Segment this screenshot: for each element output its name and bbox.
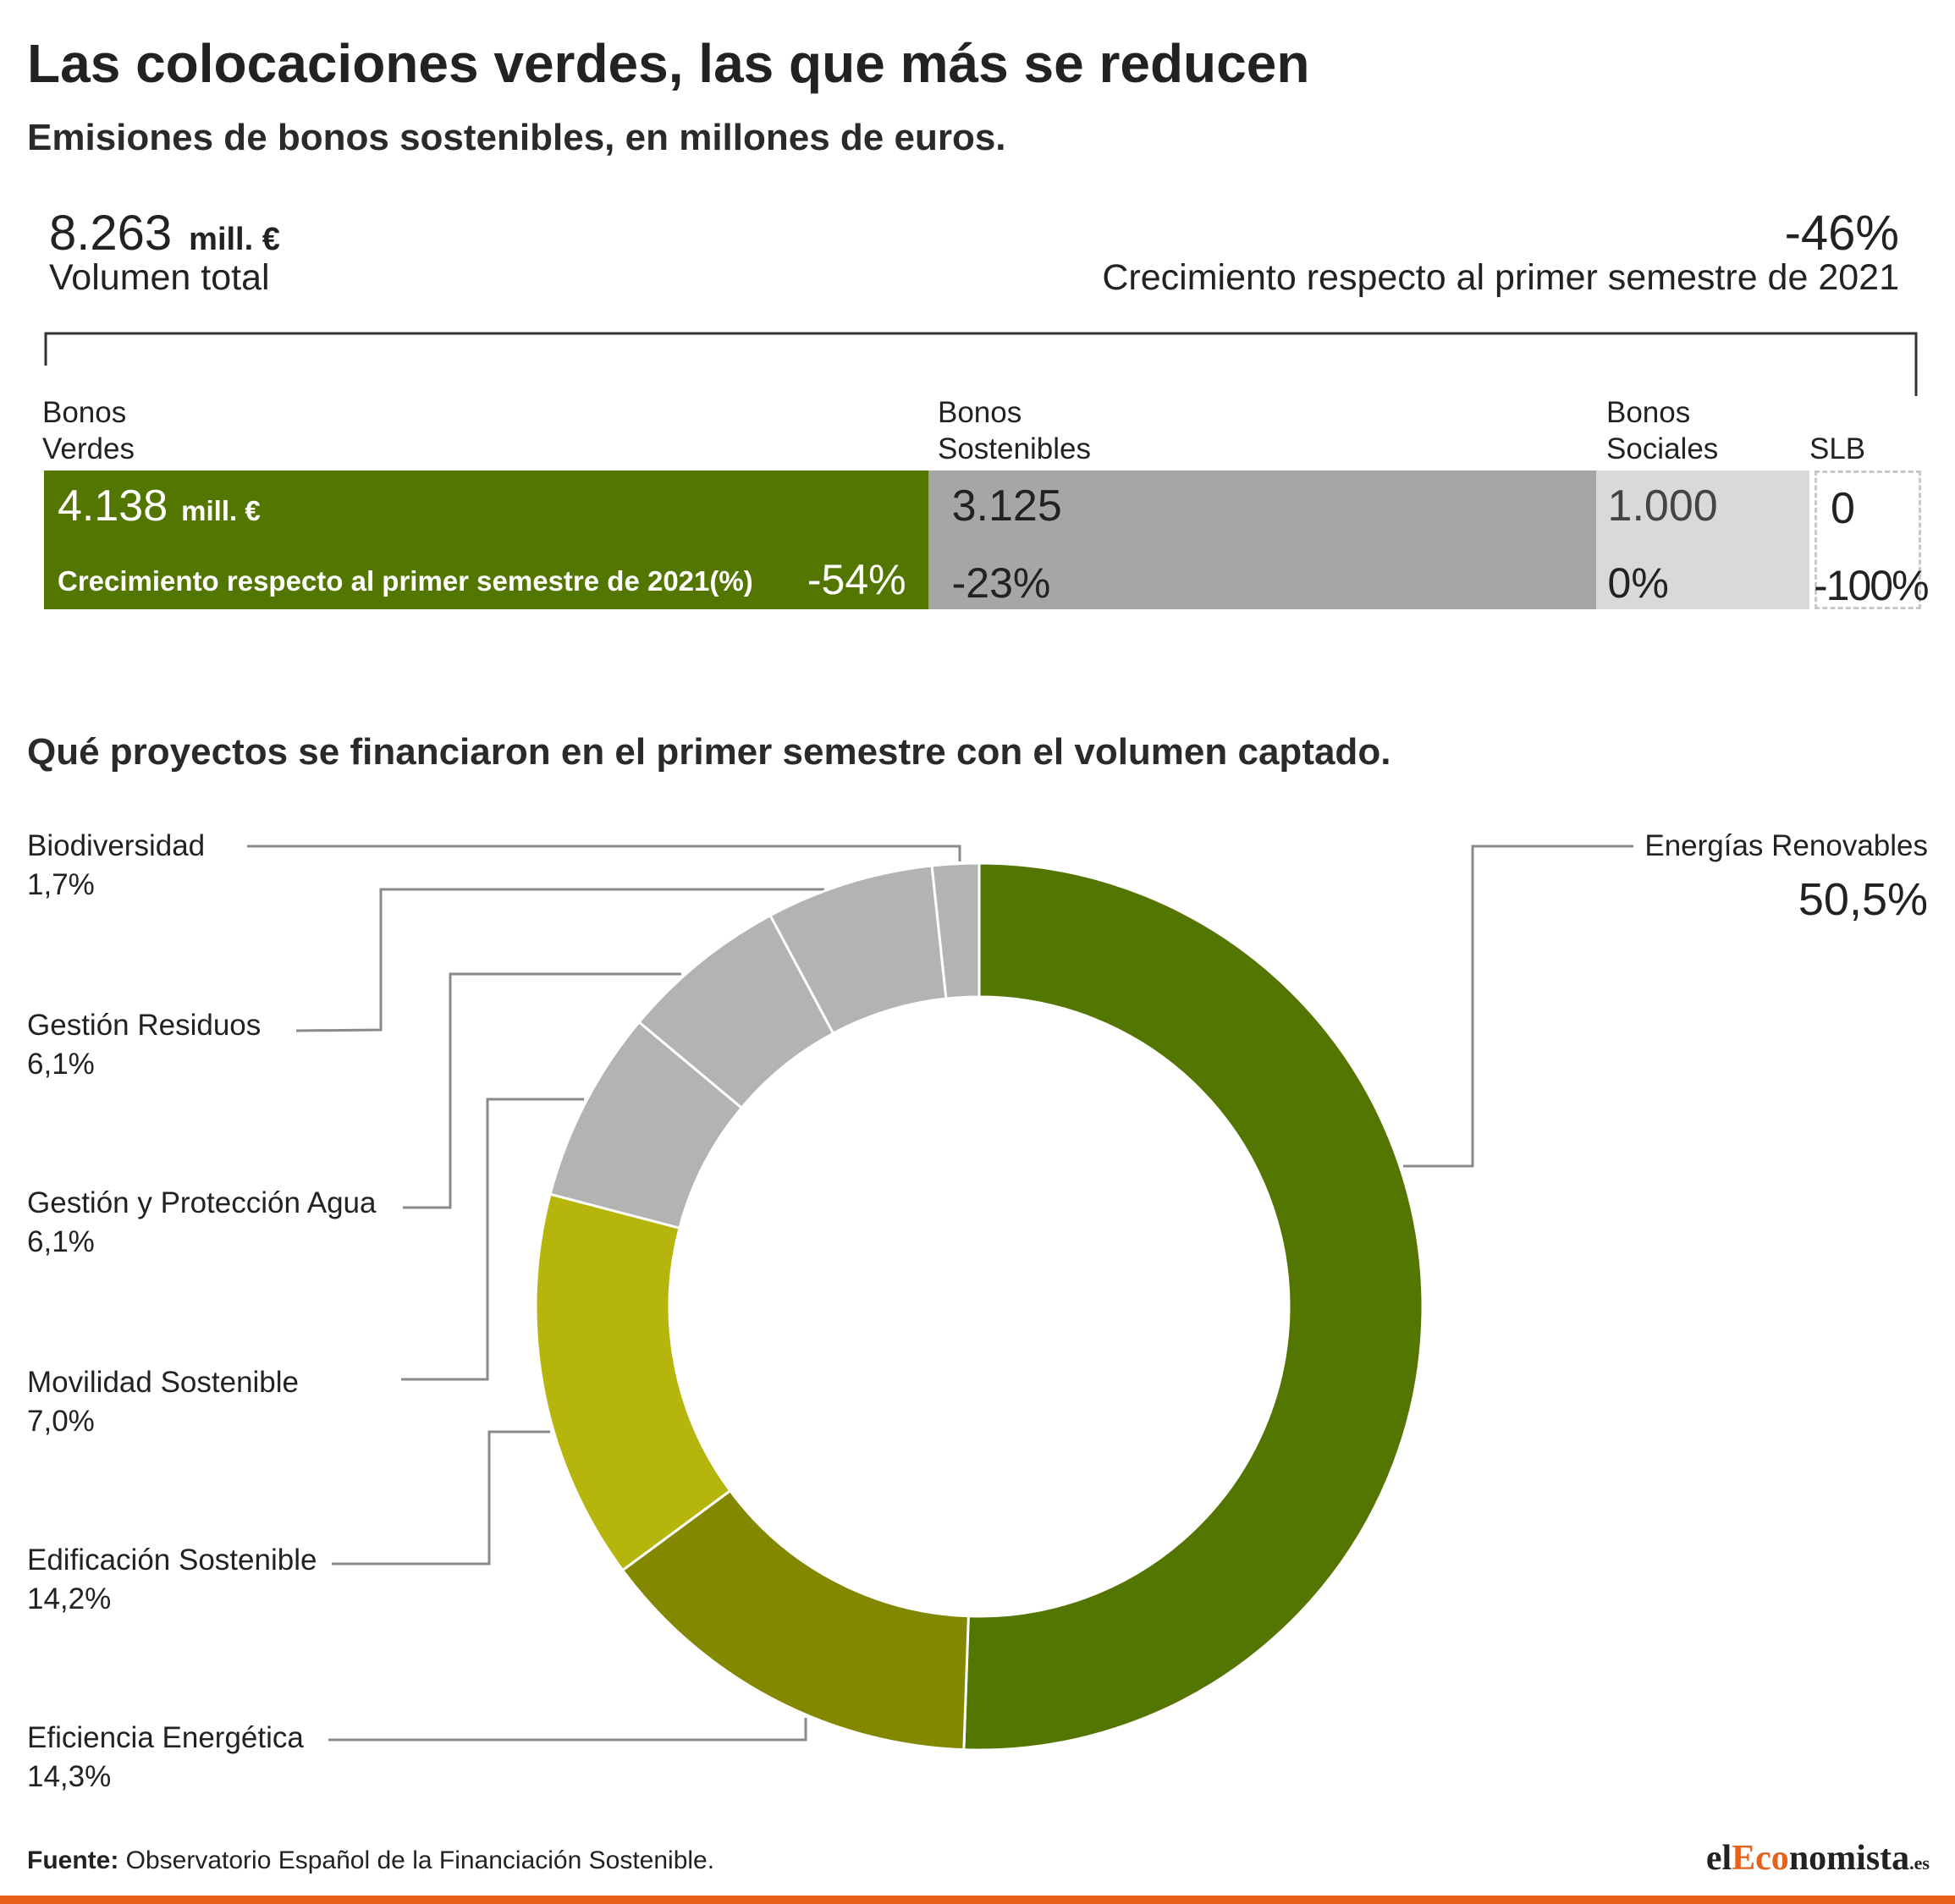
label-bonos-sostenibles: Bonos Sostenibles — [938, 396, 1091, 465]
brand-logo: elEconomista.es — [1705, 1839, 1930, 1878]
leader-line-biodiversidad — [247, 845, 961, 861]
label-bonos-verdes: Bonos Verdes — [42, 396, 135, 465]
total-volume-value: 8.263 mill. € — [49, 205, 280, 261]
source-label: Fuente: — [27, 1846, 119, 1874]
source-text: Observatorio Español de la Financiación … — [118, 1846, 715, 1874]
donut-slice-biodiversidad — [930, 861, 981, 1000]
chart-subtitle: Emisiones de bonos sostenibles, en millo… — [27, 117, 1006, 158]
donut-label-edificacion-sostenible: Edificación Sostenible — [27, 1544, 317, 1577]
leader-line-eficiencia — [328, 1718, 807, 1742]
segment-growth-caption: Crecimiento respecto al primer semestre … — [58, 565, 753, 597]
segment-growth: -23% — [951, 559, 1051, 607]
donut-value-edificacion-sostenible: 14,2% — [27, 1582, 112, 1615]
donut-label-gestion-agua: Gestión y Protección Agua — [27, 1186, 377, 1219]
segment-value: 4.138 — [58, 482, 168, 531]
donut-value-gestion-agua: 6,1% — [27, 1225, 95, 1258]
donut-value-biodiversidad: 1,7% — [27, 868, 95, 901]
donut-label-energias-renovables: Energías Renovables — [1644, 829, 1928, 862]
donut-label-gestion-residuos: Gestión Residuos — [27, 1009, 262, 1042]
bar-segment-slb: 0 -100% — [1814, 470, 1930, 609]
segment-growth: -100% — [1814, 562, 1930, 609]
bar-segment-bonos-verdes: 4.138 mill. € Crecimiento respecto al pri… — [44, 470, 928, 609]
label-bonos-sociales: Bonos Sociales — [1606, 396, 1719, 465]
donut-value-energias-renovables: 50,5% — [1798, 874, 1928, 925]
donut-value-gestion-residuos: 6,1% — [27, 1048, 95, 1081]
bottom-accent-bar — [0, 1896, 1955, 1904]
projects-title: Qué proyectos se financiaron en el prime… — [27, 731, 1391, 773]
donut-value-movilidad-sostenible: 7,0% — [27, 1405, 95, 1438]
donut-slice-energias-renovables — [962, 861, 1424, 1752]
source-note: Fuente: Observatorio Español de la Finan… — [27, 1846, 714, 1875]
total-bracket — [44, 332, 1918, 396]
total-growth-value: -46% — [1784, 206, 1899, 261]
total-volume-number: 8.263 — [49, 206, 173, 261]
segment-value: 3.125 — [951, 482, 1062, 531]
donut-label-eficiencia-energetica: Eficiencia Energética — [27, 1721, 304, 1754]
leader-line-energias — [1403, 845, 1633, 1168]
segment-unit: mill. € — [181, 495, 261, 526]
leader-line-movilidad — [401, 1098, 584, 1381]
donut-value-eficiencia-energetica: 14,3% — [27, 1760, 112, 1793]
label-slb: SLB — [1809, 432, 1866, 465]
segment-growth: 0% — [1607, 559, 1669, 607]
segment-value: 0 — [1831, 484, 1855, 533]
segment-growth: -54% — [807, 556, 906, 603]
donut-slice-edificacion-sostenible — [534, 1192, 732, 1572]
bar-segment-bonos-sociales: 1.000 0% — [1595, 470, 1809, 609]
leader-line-edificacion — [332, 1430, 550, 1566]
leader-line-residuos — [295, 888, 824, 1032]
donut-label-biodiversidad: Biodiversidad — [27, 829, 206, 862]
segment-value: 1.000 — [1607, 482, 1718, 531]
chart-title: Las colocaciones verdes, las que más se … — [27, 33, 1310, 94]
total-volume-label: Volumen total — [49, 257, 270, 298]
total-volume-unit: mill. € — [189, 222, 280, 257]
total-growth-label: Crecimiento respecto al primer semestre … — [1102, 257, 1899, 298]
bar-segment-bonos-sostenibles: 3.125 -23% — [928, 470, 1596, 609]
leader-line-agua — [403, 972, 681, 1209]
donut-label-movilidad-sostenible: Movilidad Sostenible — [27, 1366, 300, 1399]
